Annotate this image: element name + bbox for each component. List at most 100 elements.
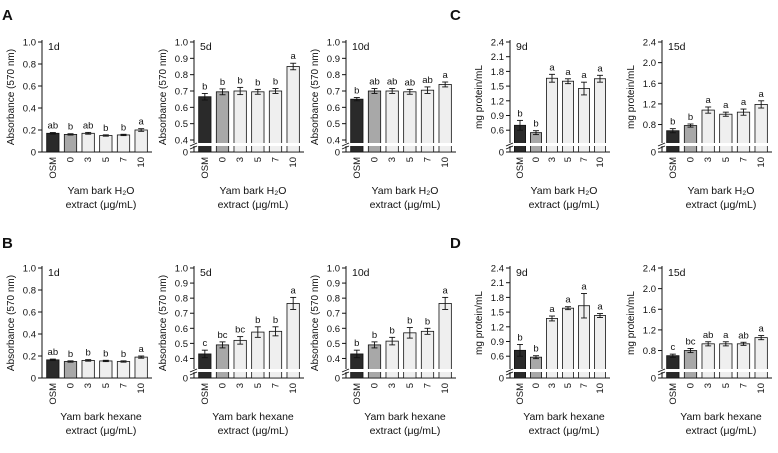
y-tick-label: 1.5 bbox=[491, 308, 504, 319]
x-tick-label: 7 bbox=[739, 383, 750, 388]
x-tick-label: OSM bbox=[515, 383, 526, 405]
bar bbox=[251, 91, 265, 153]
x-tick-label: 10 bbox=[756, 383, 767, 394]
y-tick-label: 0.8 bbox=[23, 286, 36, 297]
significance-letter: ab bbox=[48, 121, 59, 132]
x-tick-label: 5 bbox=[563, 383, 574, 388]
x-tick-label: 0 bbox=[531, 383, 542, 388]
y-tick-label: 0.5 bbox=[175, 339, 188, 350]
x-tick-label: 5 bbox=[563, 157, 574, 162]
bar bbox=[594, 78, 607, 153]
y-tick-label: 0 bbox=[651, 374, 656, 385]
y-tick-label: 0 bbox=[335, 148, 340, 159]
x-tick-label: 10 bbox=[595, 157, 606, 168]
significance-letter: b bbox=[255, 77, 260, 88]
bar bbox=[46, 132, 60, 153]
x-axis-title: extract (μg/mL) bbox=[370, 425, 441, 437]
x-tick-label: 0 bbox=[686, 157, 697, 162]
x-tick-label: OSM bbox=[200, 383, 211, 405]
x-tick-label: 3 bbox=[547, 157, 558, 162]
significance-letter: a bbox=[565, 295, 571, 306]
significance-letter: a bbox=[291, 285, 297, 296]
axis-break-gap bbox=[511, 369, 610, 372]
bar bbox=[215, 344, 230, 379]
x-tick-label: 0 bbox=[218, 157, 229, 162]
panel-label-b: B bbox=[2, 235, 13, 252]
bar bbox=[666, 130, 680, 153]
y-tick-label: 0.8 bbox=[643, 346, 656, 357]
x-tick-label: 3 bbox=[703, 383, 714, 388]
chart-b3: 0 0.4 0.5 0.6 0.7 0.8 0.9 1.0 Absorbance (570 nm… bbox=[310, 264, 456, 437]
y-tick-label: 0.2 bbox=[23, 126, 36, 137]
y-tick-label: 1.0 bbox=[175, 264, 188, 275]
y-tick-label: 2.4 bbox=[491, 38, 504, 49]
y-tick-label: 1.0 bbox=[327, 38, 340, 49]
x-tick-label: 7 bbox=[579, 383, 590, 388]
significance-letter: bc bbox=[685, 336, 695, 347]
bar bbox=[134, 129, 148, 153]
x-tick-label: OSM bbox=[352, 157, 363, 179]
x-tick-label: 5 bbox=[405, 157, 416, 162]
y-tick-label: 0 bbox=[183, 148, 188, 159]
x-tick-label: 3 bbox=[235, 157, 246, 162]
bar bbox=[438, 84, 452, 153]
significance-letter: ab bbox=[703, 330, 714, 341]
bar bbox=[116, 134, 131, 153]
x-tick-label: 3 bbox=[387, 383, 398, 388]
y-tick-label: 2.1 bbox=[491, 52, 504, 63]
x-tick-label: OSM bbox=[48, 157, 59, 179]
significance-letter: bc bbox=[235, 325, 245, 336]
y-axis-title: mg protein/mL bbox=[474, 65, 485, 129]
y-tick-label: 0.8 bbox=[327, 70, 340, 81]
y-tick-label: 0.8 bbox=[23, 60, 36, 71]
y-tick-label: 1.2 bbox=[643, 99, 656, 110]
x-tick-label: 5 bbox=[253, 157, 264, 162]
x-tick-label: 10 bbox=[440, 383, 451, 394]
x-tick-label: 3 bbox=[235, 383, 246, 388]
axis-break-slash bbox=[657, 368, 666, 373]
axis-break-slash bbox=[505, 145, 514, 150]
significance-letter: a bbox=[565, 67, 571, 78]
bar bbox=[719, 113, 733, 153]
bar bbox=[233, 339, 247, 379]
chart-b2: 0 0.4 0.5 0.6 0.7 0.8 0.9 1.0 Absorbance (570 nm… bbox=[158, 264, 304, 437]
y-tick-label: 0.9 bbox=[491, 111, 504, 122]
y-tick-label: 0 bbox=[499, 374, 504, 385]
y-tick-label: 0.4 bbox=[175, 354, 188, 365]
significance-letter: b bbox=[202, 81, 207, 92]
x-axis-title: extract (μg/mL) bbox=[529, 199, 600, 211]
chart-title: 15d bbox=[668, 267, 686, 279]
y-tick-label: 0.7 bbox=[327, 309, 340, 320]
axis-break-slash bbox=[657, 145, 666, 150]
y-tick-label: 1.0 bbox=[23, 38, 36, 49]
significance-letter: b bbox=[688, 112, 693, 123]
x-tick-label: 7 bbox=[271, 383, 282, 388]
significance-letter: a bbox=[139, 117, 145, 128]
bar bbox=[99, 360, 113, 379]
significance-letter: b bbox=[372, 330, 377, 341]
chart-c2: 0 0.8 1.2 1.6 2.0 2.4 mg protein/mL 15d b OSM b 0 a 3… bbox=[626, 38, 772, 211]
y-tick-label: 2.1 bbox=[491, 278, 504, 289]
significance-letter: b bbox=[238, 75, 243, 86]
chart-title: 9d bbox=[516, 267, 528, 279]
bar bbox=[546, 77, 559, 153]
significance-letter: b bbox=[103, 123, 108, 134]
x-axis-title: Yam bark H₂O bbox=[531, 185, 598, 197]
y-tick-label: 1.2 bbox=[491, 322, 504, 333]
bar bbox=[701, 343, 715, 379]
y-tick-label: 1.5 bbox=[491, 82, 504, 93]
significance-letter: a bbox=[723, 330, 729, 341]
bar bbox=[233, 90, 247, 153]
y-tick-label: 0 bbox=[31, 374, 36, 385]
axis-break-gap bbox=[347, 369, 456, 372]
y-tick-label: 1.6 bbox=[643, 79, 656, 90]
axis-break-slash bbox=[341, 371, 350, 376]
x-tick-label: 7 bbox=[119, 383, 130, 388]
y-tick-label: 0.6 bbox=[23, 82, 36, 93]
chart-d1: 0 0.6 0.9 1.2 1.5 1.8 2.1 2.4 mg protein/mL 9d b OS… bbox=[474, 264, 610, 437]
x-tick-label: 3 bbox=[387, 157, 398, 162]
significance-letter: a bbox=[723, 100, 729, 111]
significance-letter: a bbox=[597, 63, 603, 74]
significance-letter: a bbox=[581, 70, 587, 81]
